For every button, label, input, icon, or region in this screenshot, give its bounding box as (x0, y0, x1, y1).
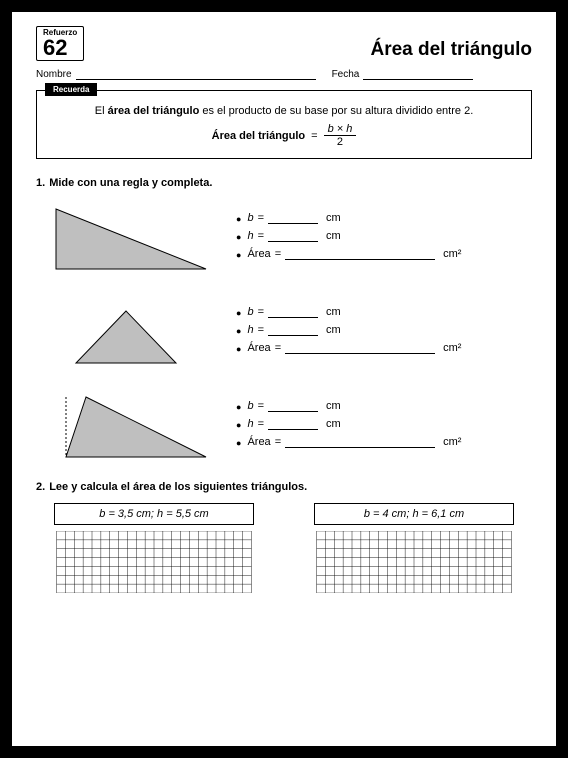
grids-row: b = 3,5 cm; h = 5,5 cm b = 4 cm; h = 6,1… (36, 503, 532, 598)
section-2-heading: 2.Lee y calcula el área de los siguiente… (36, 481, 532, 493)
fill-lines-3: ●b = cm ●h = cm ●Área = cm² (236, 400, 461, 454)
nombre-line (76, 70, 316, 80)
nombre-label: Nombre (36, 69, 72, 80)
triangle-row-2: ●b = cm ●h = cm ●Área = cm² (36, 293, 532, 373)
triangle-2 (36, 293, 216, 373)
fecha-line (363, 70, 473, 80)
grid-card-1: b = 3,5 cm; h = 5,5 cm (36, 503, 272, 598)
header: Refuerzo 62 Área del triángulo (36, 26, 532, 61)
grid-1 (36, 531, 272, 593)
triangle-row-1: ●b = cm ●h = cm ●Área = cm² (36, 199, 532, 279)
page-title: Área del triángulo (370, 39, 532, 61)
grid-2 (296, 531, 532, 593)
triangle-3 (36, 387, 216, 467)
section-1-heading: 1.Mide con una regla y completa. (36, 177, 532, 189)
grid-label-1: b = 3,5 cm; h = 5,5 cm (54, 503, 254, 525)
remember-tab: Recuerda (45, 83, 97, 96)
fraction: b × h 2 (324, 123, 357, 148)
refuerzo-badge: Refuerzo 62 (36, 26, 84, 61)
grid-card-2: b = 4 cm; h = 6,1 cm (296, 503, 532, 598)
grid-label-2: b = 4 cm; h = 6,1 cm (314, 503, 514, 525)
remember-text: El área del triángulo es el producto de … (47, 105, 521, 117)
triangle-1 (36, 199, 216, 279)
fecha-label: Fecha (332, 69, 360, 80)
fill-lines-1: ●b = cm ●h = cm ●Área = cm² (236, 212, 461, 266)
formula: Área del triángulo = b × h 2 (47, 123, 521, 148)
remember-box: Recuerda El área del triángulo es el pro… (36, 90, 532, 159)
triangle-row-3: ●b = cm ●h = cm ●Área = cm² (36, 387, 532, 467)
fill-lines-2: ●b = cm ●h = cm ●Área = cm² (236, 306, 461, 360)
name-date-fields: Nombre Fecha (36, 69, 532, 80)
nombre-field: Nombre (36, 69, 316, 80)
fecha-field: Fecha (332, 69, 474, 80)
worksheet-page: Refuerzo 62 Área del triángulo Nombre Fe… (12, 12, 556, 746)
badge-number: 62 (43, 37, 77, 59)
